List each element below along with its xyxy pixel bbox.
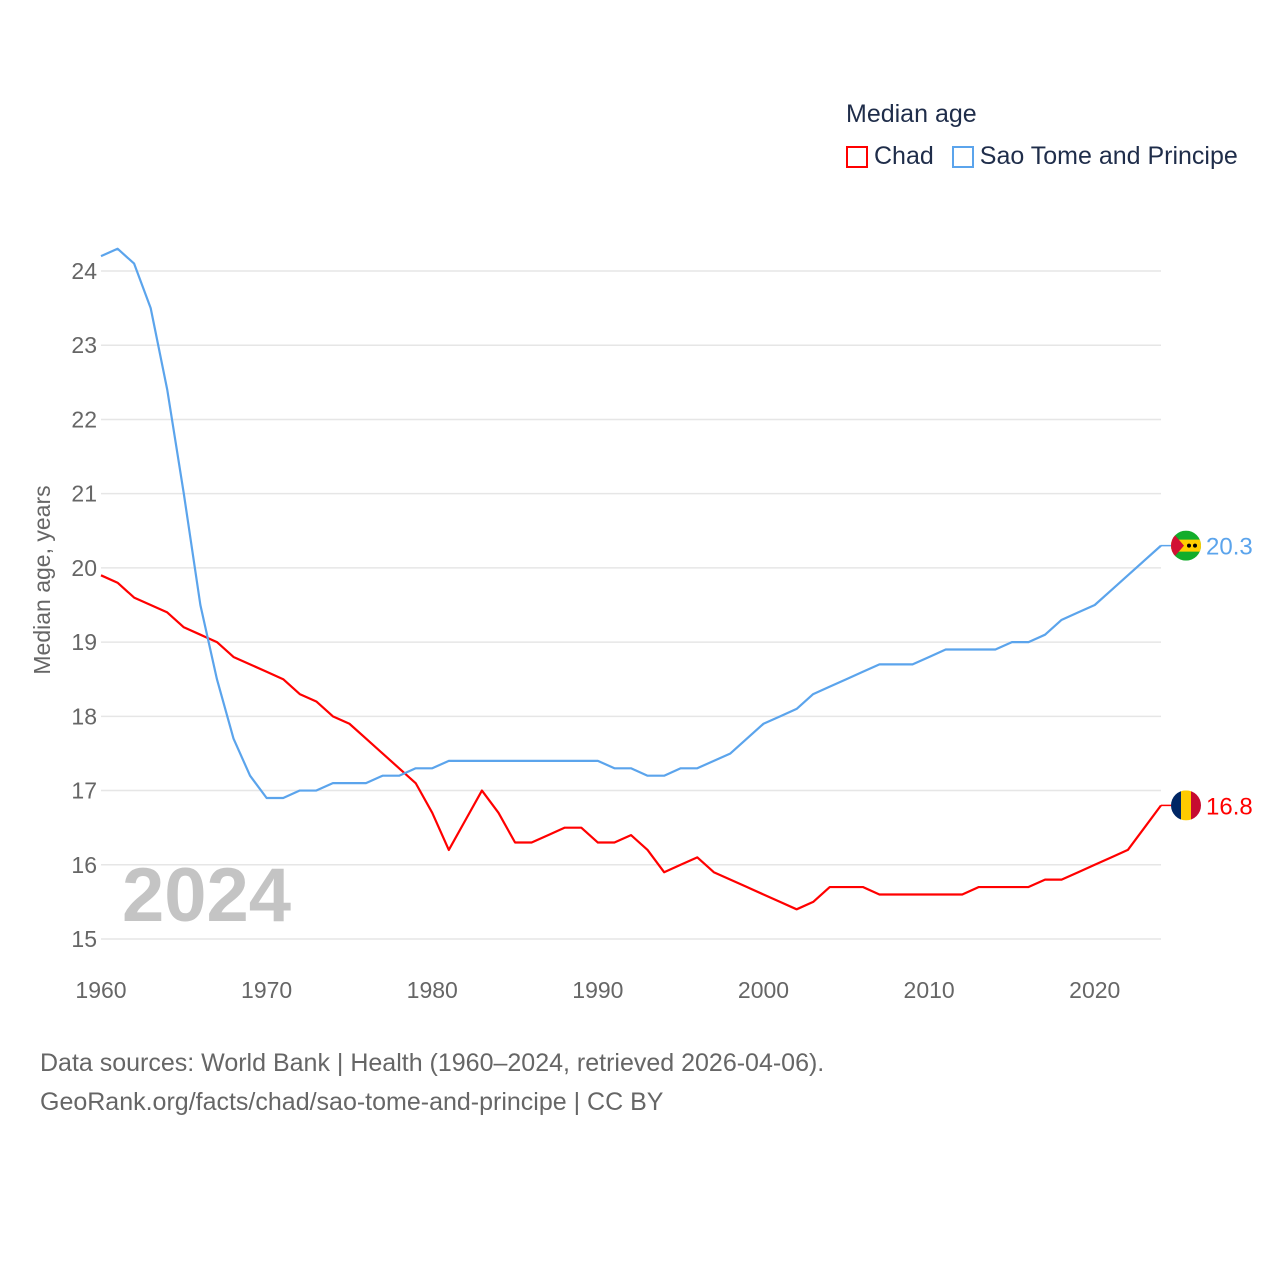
legend-item-sao-tome[interactable]: Sao Tome and Principe (951, 142, 1238, 171)
x-tick-label: 2000 (738, 977, 789, 1003)
flag-star (1187, 543, 1191, 548)
x-tick-label: 1980 (407, 977, 458, 1003)
x-tick-label: 1970 (241, 977, 292, 1003)
y-tick-label: 19 (71, 629, 97, 655)
sao-tome-flag-icon (1171, 530, 1201, 561)
source-link[interactable]: GeoRank.org/facts/chad/sao-tome-and-prin… (40, 1088, 664, 1116)
legend-label: Chad (874, 142, 934, 170)
series-line-sao-tome (100, 247, 1162, 800)
flag-stripe (1171, 790, 1181, 821)
x-tick-label: 1990 (572, 977, 623, 1003)
y-tick-label: 20 (71, 555, 97, 581)
y-tick-label: 22 (71, 406, 97, 432)
flag-body (1171, 530, 1201, 561)
flag-stripe (1181, 790, 1191, 821)
legend-title: Median age (846, 100, 977, 128)
y-tick-label: 15 (71, 926, 97, 952)
source-line: Data sources: World Bank | Health (1960–… (40, 1049, 825, 1077)
legend-label: Sao Tome and Principe (979, 142, 1238, 170)
y-axis-label: Median age, years (29, 485, 55, 674)
flag-triangle (1171, 530, 1184, 561)
end-value-label: 16.8 (1206, 793, 1253, 820)
x-tick-label: 1960 (75, 977, 126, 1003)
end-value-label: 20.3 (1206, 534, 1253, 561)
y-tick-label: 21 (71, 481, 97, 507)
legend-swatch-chad (846, 145, 868, 168)
y-tick-label: 17 (71, 778, 97, 804)
y-tick-label: 16 (71, 852, 97, 878)
series-line-chad (100, 574, 1162, 911)
flag-star (1193, 543, 1197, 548)
flag-stripe (1191, 790, 1201, 821)
x-tick-label: 2010 (904, 977, 955, 1003)
y-tick-label: 23 (71, 332, 97, 358)
chad-flag-icon (1171, 790, 1201, 821)
legend-item-chad[interactable]: Chad (846, 142, 934, 171)
legend-swatch-sao-tome (951, 145, 974, 168)
legend: Chad Sao Tome and Principe (846, 142, 1238, 171)
year-watermark: 2024 (122, 853, 291, 938)
source-note: Data sources: World Bank | Health (1960–… (40, 1044, 824, 1122)
y-tick-label: 18 (71, 703, 97, 729)
flag-body (1171, 790, 1201, 821)
y-tick-label: 24 (71, 258, 97, 284)
x-tick-label: 2020 (1069, 977, 1120, 1003)
